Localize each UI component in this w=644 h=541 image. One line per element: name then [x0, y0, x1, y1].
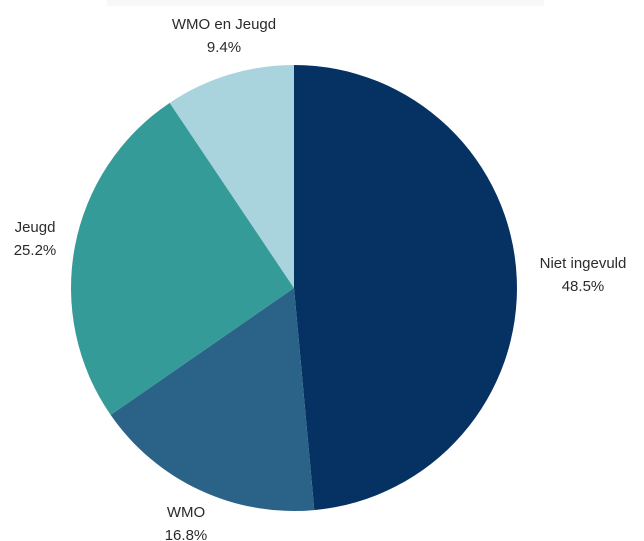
- pie-slice-niet-ingevuld: [294, 65, 517, 511]
- slice-category-label: Jeugd: [15, 219, 56, 236]
- slice-value-label: 48.5%: [562, 278, 605, 295]
- pie-labels: Niet ingevuld 48.5% WMO 16.8% Jeugd 25.2% WMO …: [14, 16, 627, 541]
- pie-slice-wmo-en-jeugd: [169, 65, 294, 288]
- slice-category-label: WMO: [167, 504, 205, 521]
- slice-value-label: 16.8%: [165, 527, 208, 541]
- pie-slice-jeugd: [71, 102, 294, 415]
- slice-category-label: Niet ingevuld: [540, 255, 627, 272]
- slice-category-label: WMO en Jeugd: [172, 16, 276, 33]
- slice-value-label: 9.4%: [207, 39, 241, 56]
- slice-value-label: 25.2%: [14, 242, 57, 259]
- pie-slices: [71, 65, 517, 511]
- header-strip: [107, 0, 544, 6]
- pie-slice-wmo: [110, 288, 315, 511]
